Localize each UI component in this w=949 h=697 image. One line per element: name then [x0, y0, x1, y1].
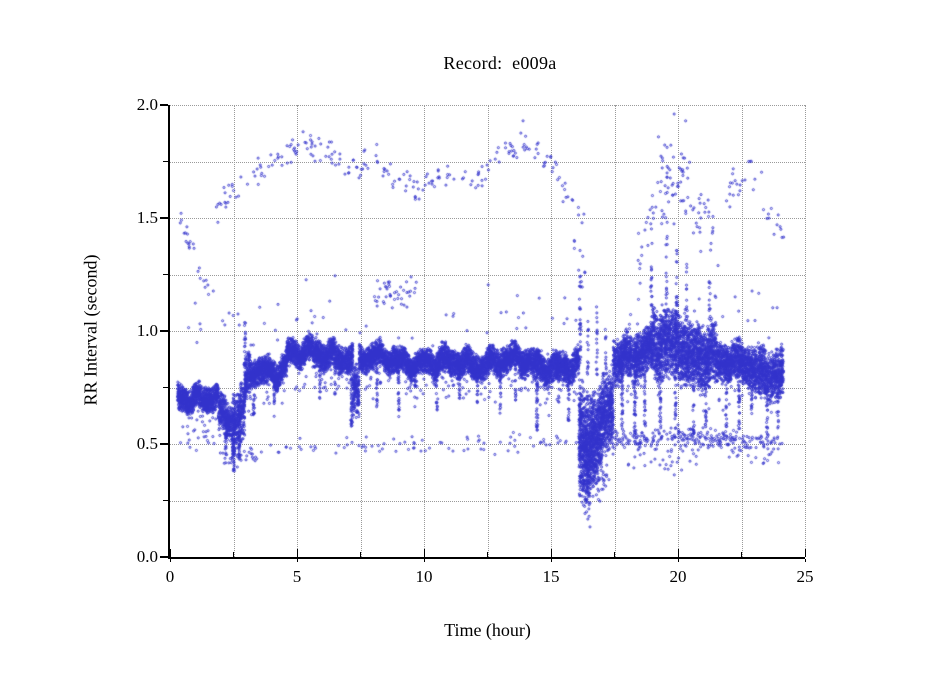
x-major-tick-outer	[550, 559, 552, 562]
y-major-tick	[160, 556, 168, 558]
y-axis-label: RR Interval (second)	[80, 254, 101, 406]
x-tick-label: 20	[669, 567, 687, 586]
y-major-tick	[160, 104, 168, 106]
x-major-tick-outer	[423, 559, 425, 562]
y-minor-tick	[163, 500, 168, 501]
x-major-tick-outer	[296, 559, 298, 562]
y-minor-tick	[163, 161, 168, 162]
y-major-tick	[160, 443, 168, 445]
x-tick-label: 15	[542, 567, 560, 586]
y-tick-label: 0.0	[136, 547, 158, 566]
y-minor-tick	[163, 387, 168, 388]
plot-area: 0 5 10 15 20 25 0.0 0.5 1.0 1.5 2.0	[137, 95, 814, 586]
x-axis-label: Time (hour)	[444, 620, 531, 640]
y-major-tick	[160, 217, 168, 219]
y-axis-line	[168, 105, 170, 559]
y-minor-tick	[163, 274, 168, 275]
x-tick-label: 5	[292, 567, 302, 586]
x-tick-label: 0	[165, 567, 175, 586]
x-major-tick	[804, 549, 806, 557]
x-tick-label: 25	[796, 567, 814, 586]
y-tick-label: 1.5	[136, 208, 158, 227]
x-major-tick-outer	[804, 559, 806, 562]
x-axis-line	[168, 557, 805, 559]
x-major-tick-outer	[677, 559, 679, 562]
x-gridline	[805, 105, 806, 557]
y-tick-label: 2.0	[136, 95, 158, 114]
x-tick-label: 10	[415, 567, 433, 586]
scatter-points-canvas	[170, 105, 805, 557]
chart-title: Record: e009a	[443, 53, 557, 73]
y-tick-label: 1.0	[136, 321, 158, 340]
y-tick-label: 0.5	[136, 434, 158, 453]
y-major-tick	[160, 330, 168, 332]
x-major-tick-outer	[169, 559, 171, 562]
